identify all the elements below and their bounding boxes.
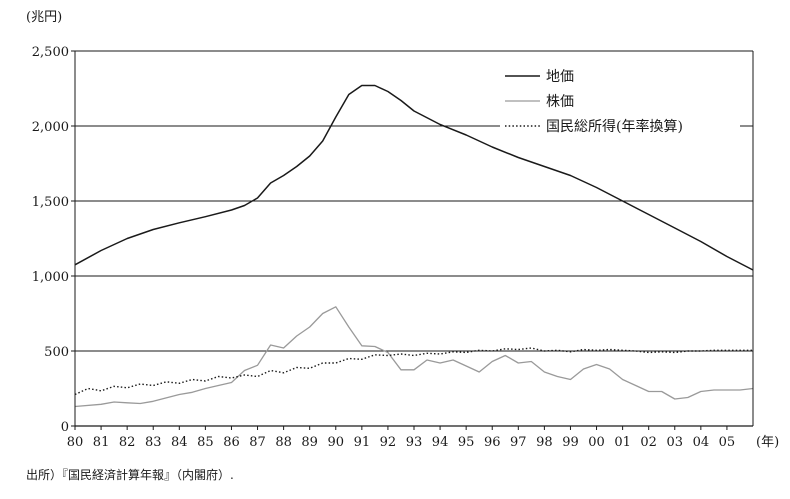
- x-tick-label: 81: [93, 435, 110, 450]
- source-note: 出所）『国民経済計算年報』（内閣府）.: [26, 468, 234, 482]
- x-tick-label: 80: [67, 435, 84, 450]
- y-tick-label: 2,500: [32, 45, 69, 60]
- y-axis-ticks: 0 500 1,000 1,500 2,000 2,500: [32, 45, 75, 435]
- x-tick-label: 93: [406, 435, 423, 450]
- legend-label-2: 株価: [546, 94, 574, 110]
- x-tick-label: 01: [614, 435, 631, 450]
- y-tick-label: 2,000: [32, 120, 69, 135]
- x-tick-label: 88: [275, 435, 292, 450]
- x-tick-label: 91: [354, 435, 371, 450]
- x-axis-ticks: 80 81 82 83 84 85 86 87 88 89 90 91 92 93 94 95 96 97 98 99…: [67, 426, 735, 450]
- gridlines: [75, 125, 753, 352]
- x-tick-label: 84: [171, 435, 188, 450]
- x-tick-label: 98: [536, 435, 553, 450]
- series-line-2: [74, 306, 754, 408]
- x-tick-label: 00: [588, 435, 605, 450]
- series-line-1: [74, 84, 754, 271]
- x-tick-label: 04: [693, 435, 710, 450]
- legend-label-1: 地価: [546, 69, 574, 85]
- x-tick-label: 83: [145, 435, 162, 450]
- legend-background: [500, 62, 740, 136]
- legend-label-3: 国民総所得(年率換算): [546, 118, 683, 135]
- x-tick-label: 03: [666, 435, 683, 450]
- x-tick-label: 90: [327, 435, 344, 450]
- x-tick-label: 97: [510, 435, 527, 450]
- y-tick-label: 0: [61, 420, 69, 435]
- x-tick-label: 94: [432, 435, 449, 450]
- x-tick-label: 87: [249, 435, 266, 450]
- x-tick-label: 92: [380, 435, 397, 450]
- x-unit-label: (年): [756, 435, 779, 450]
- x-tick-label: 82: [119, 435, 136, 450]
- x-tick-label: 95: [458, 435, 475, 450]
- y-unit-label: (兆円): [26, 10, 62, 25]
- y-tick-label: 1,500: [32, 195, 69, 210]
- x-tick-label: 96: [484, 435, 501, 450]
- series-group: [74, 84, 754, 408]
- x-tick-label: 86: [223, 435, 240, 450]
- y-tick-label: 500: [44, 345, 69, 360]
- x-tick-label: 85: [197, 435, 214, 450]
- x-tick-label: 89: [301, 435, 318, 450]
- y-tick-label: 1,000: [32, 270, 69, 285]
- series-line-3: [74, 347, 753, 396]
- x-tick-label: 99: [562, 435, 579, 450]
- x-tick-label: 02: [640, 435, 657, 450]
- x-tick-label: 05: [719, 435, 736, 450]
